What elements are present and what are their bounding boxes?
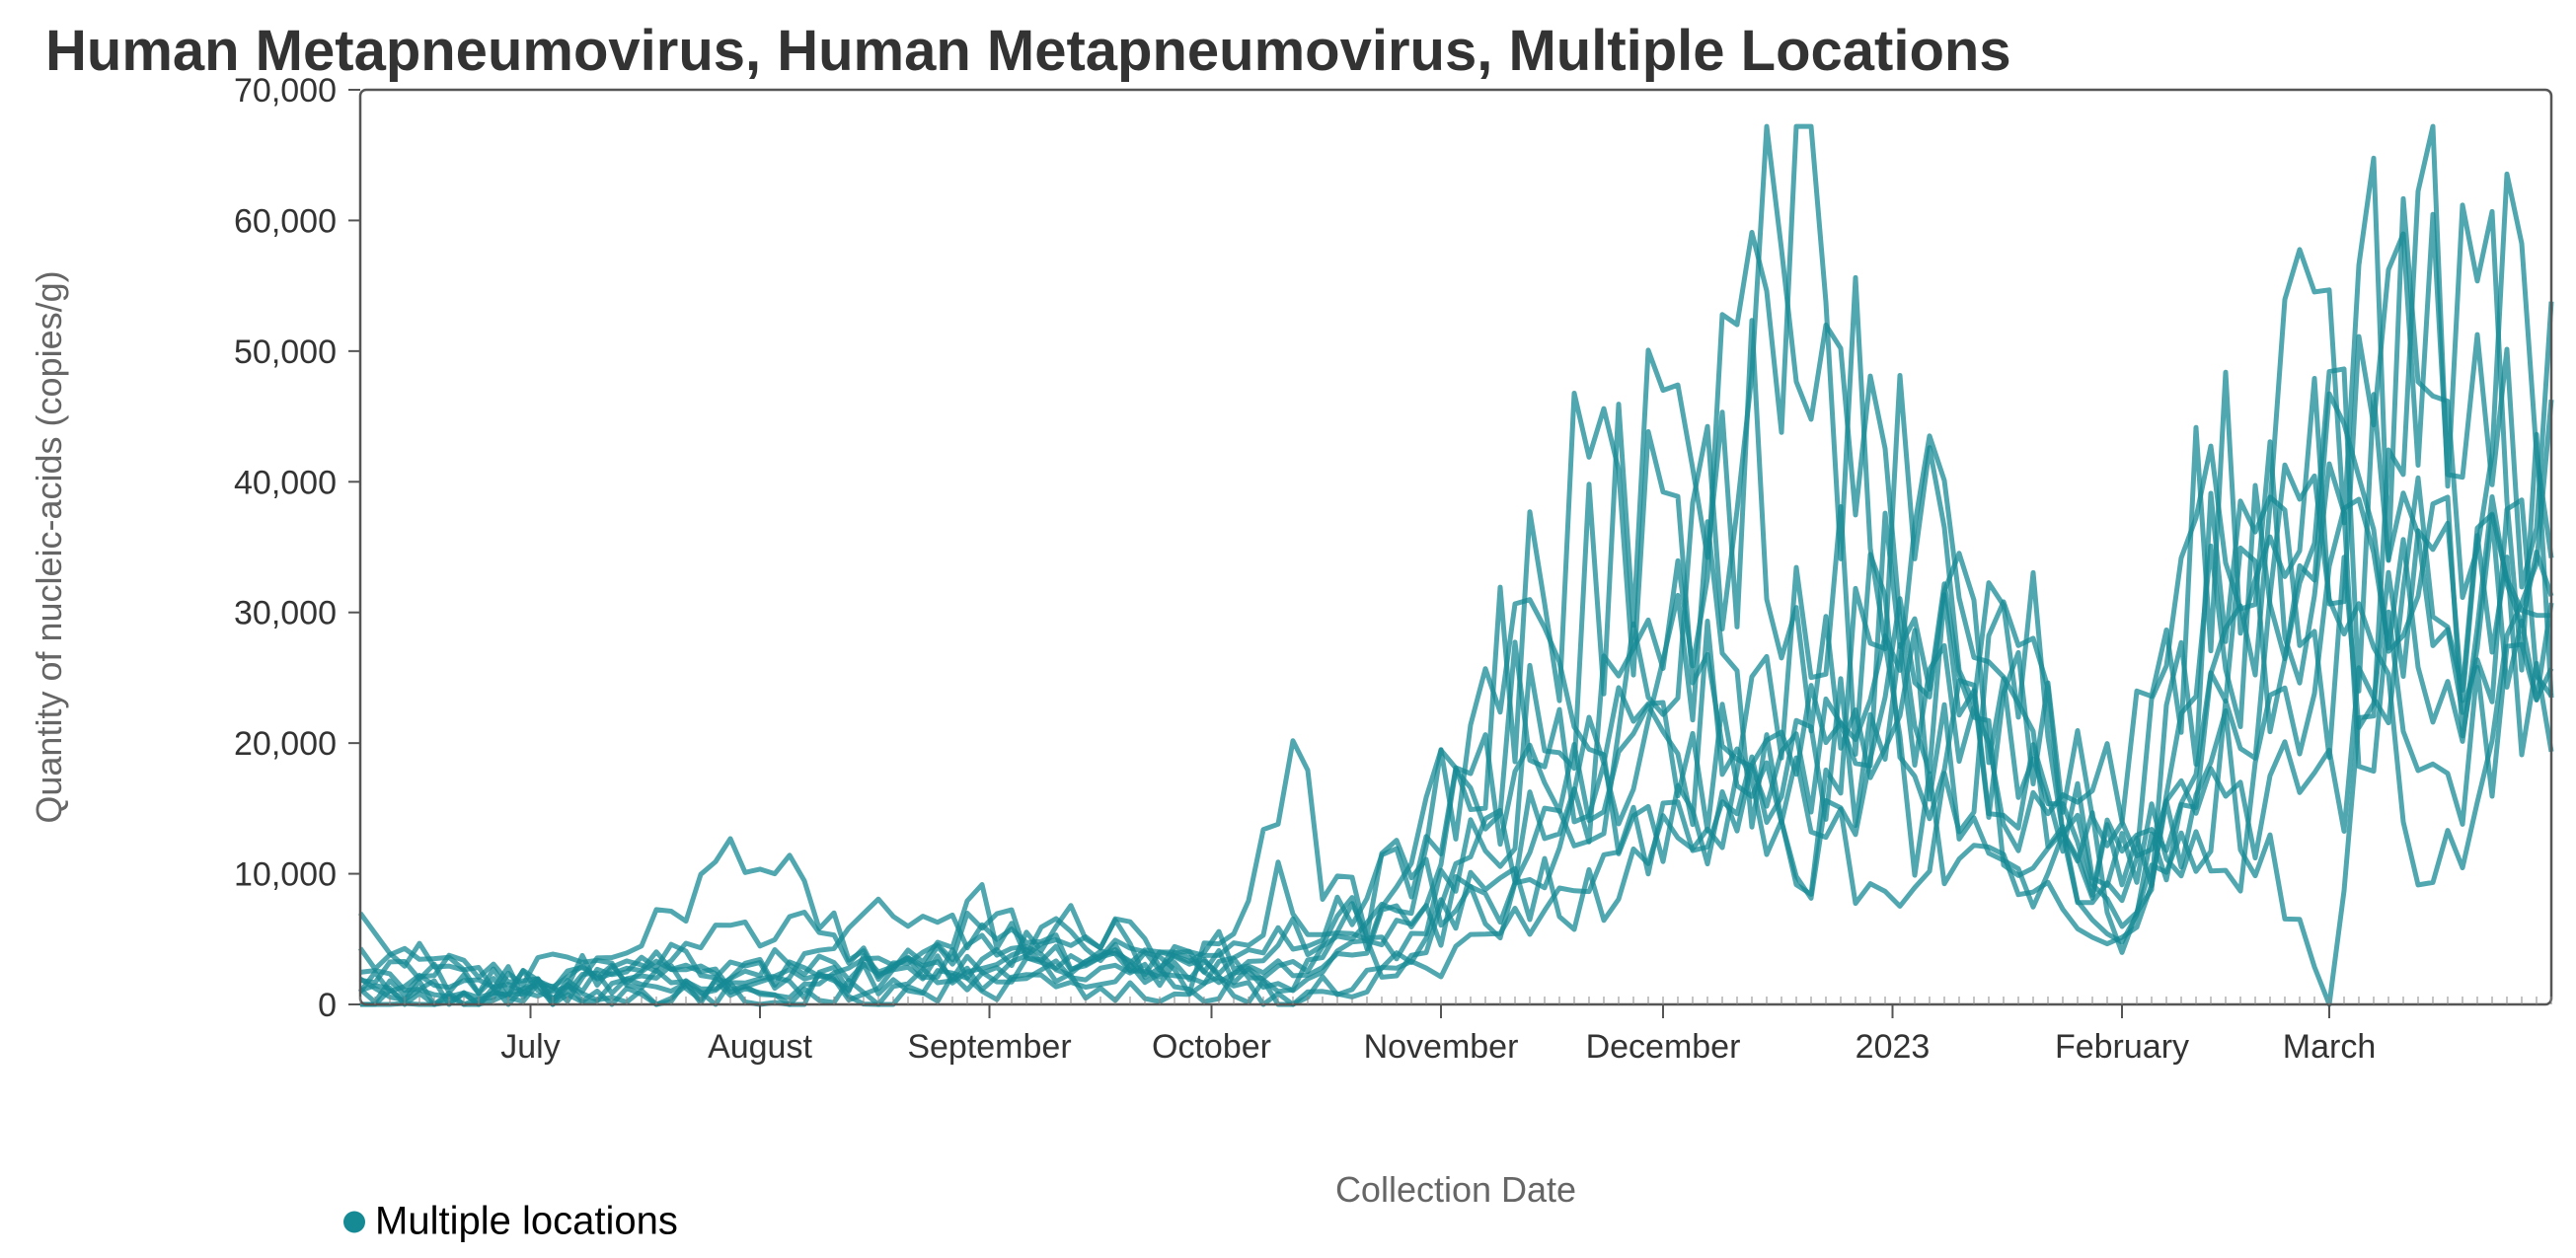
- series-line: [359, 494, 2554, 1007]
- series-lines-group: [357, 123, 2554, 1007]
- y-tick-label: 0: [318, 987, 337, 1024]
- chart-title: Human Metapneumovirus, Human Metapneumov…: [45, 19, 2011, 83]
- x-axis-ticks: July August September October November Decemb…: [500, 1004, 2376, 1066]
- x-tick-label: July: [500, 1028, 560, 1066]
- y-axis-ticks: 0 10,000 20,000 30,000 40,000 50,000 60,000 70,…: [234, 72, 360, 1024]
- x-tick-label: November: [1364, 1028, 1519, 1066]
- series-line: [359, 318, 2554, 1004]
- legend: Multiple locations: [343, 1200, 678, 1244]
- series-line: [360, 391, 2554, 1007]
- y-axis-label: Quantity of nucleic-acids (copies/g): [29, 270, 69, 823]
- y-tick-label: 60,000: [234, 202, 337, 240]
- x-tick-label: March: [2283, 1028, 2376, 1066]
- x-tick-label: December: [1586, 1028, 1741, 1066]
- x-tick-label: September: [907, 1028, 1071, 1066]
- y-tick-label: 30,000: [234, 595, 337, 632]
- y-tick-label: 70,000: [234, 72, 337, 110]
- legend-marker-icon: [343, 1211, 365, 1232]
- legend-label: Multiple locations: [375, 1199, 678, 1243]
- x-axis-label: Collection Date: [1335, 1169, 1576, 1210]
- y-tick-label: 50,000: [234, 333, 337, 371]
- x-tick-label: October: [1152, 1028, 1271, 1066]
- x-tick-label: August: [708, 1028, 812, 1066]
- y-tick-label: 20,000: [234, 725, 337, 763]
- y-tick-label: 10,000: [234, 856, 337, 894]
- y-tick-label: 40,000: [234, 464, 337, 501]
- series-line: [357, 123, 2554, 1003]
- x-minor-ticks: [359, 997, 2552, 1004]
- x-tick-label: 2023: [1856, 1028, 1931, 1066]
- x-tick-label: February: [2055, 1028, 2189, 1066]
